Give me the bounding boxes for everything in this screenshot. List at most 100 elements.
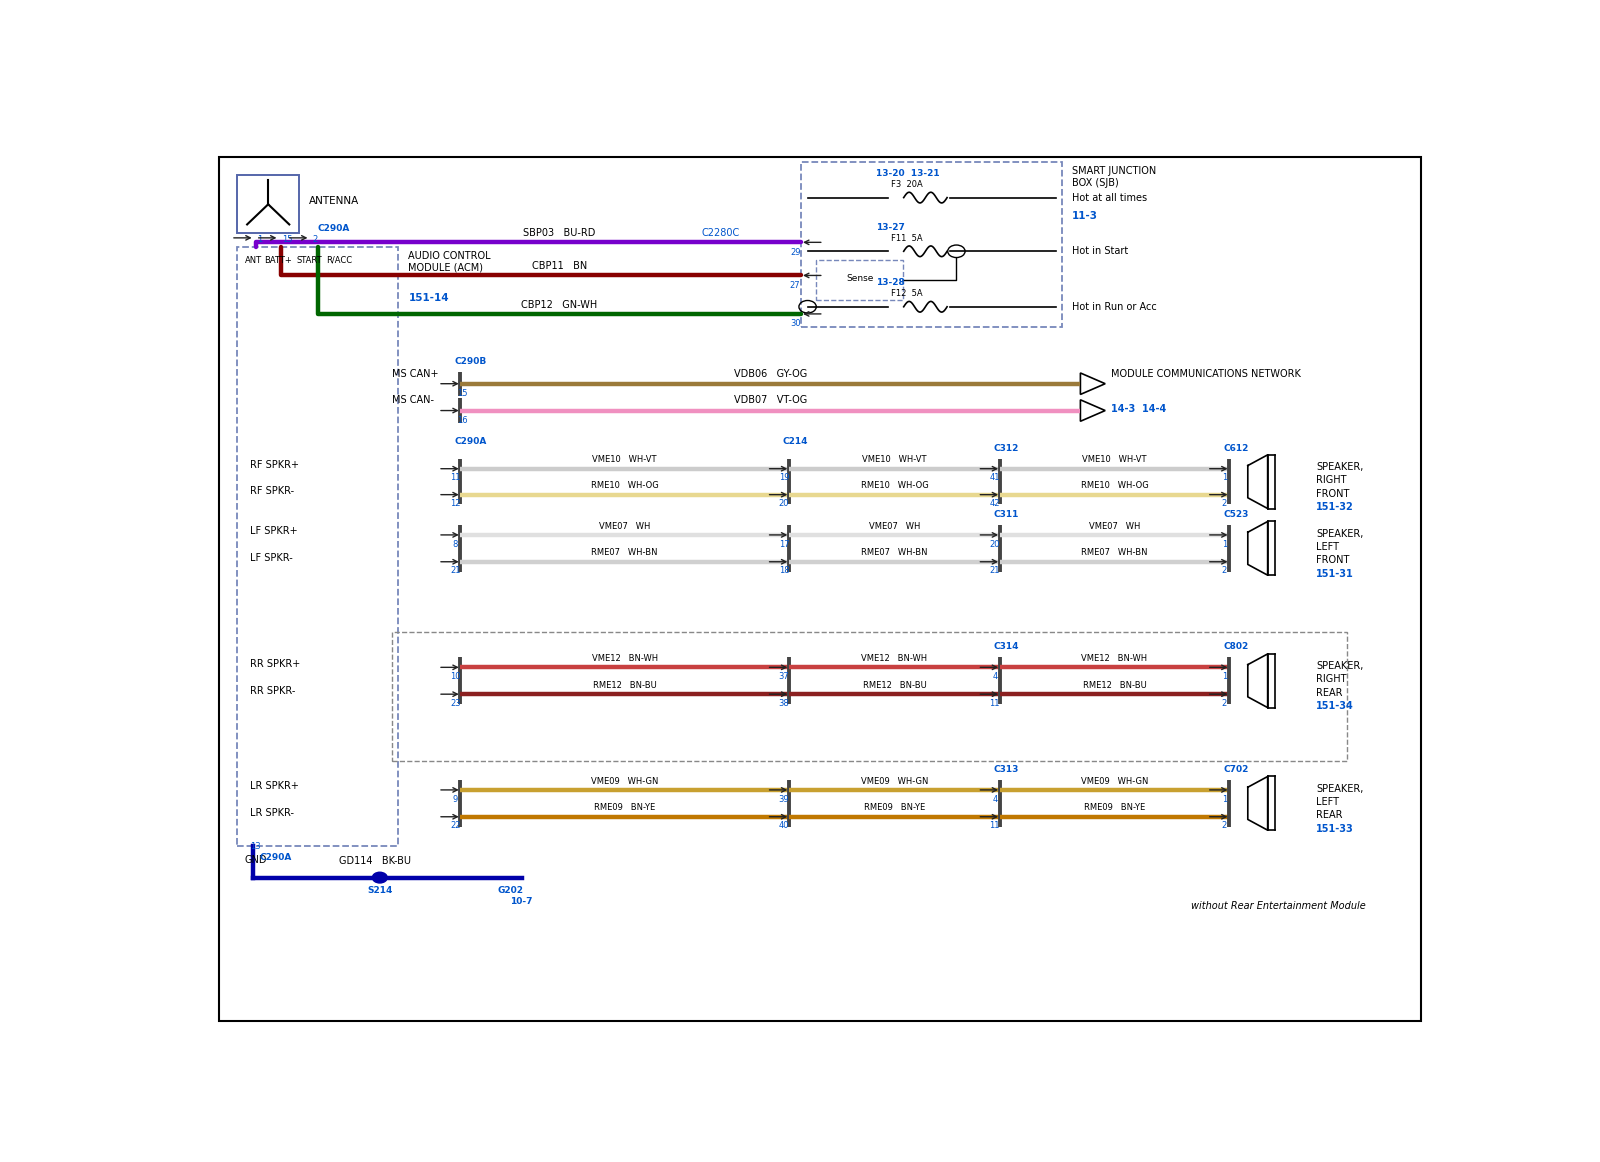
Text: C290A: C290A [318, 224, 350, 232]
Text: 11: 11 [989, 698, 1000, 708]
Text: without Rear Entertainment Module: without Rear Entertainment Module [1190, 901, 1365, 911]
Text: GD114   BK-BU: GD114 BK-BU [339, 856, 411, 866]
Text: 11: 11 [989, 822, 1000, 831]
Text: VME10   WH-VT: VME10 WH-VT [1082, 456, 1147, 465]
Text: F12  5A: F12 5A [891, 289, 922, 297]
Text: START: START [296, 256, 322, 265]
Text: 13: 13 [250, 842, 261, 851]
Text: 39: 39 [779, 795, 789, 804]
Text: VME12   BN-WH: VME12 BN-WH [592, 654, 658, 664]
Text: 15: 15 [282, 236, 293, 244]
Text: 1: 1 [1222, 795, 1227, 804]
Text: 10: 10 [450, 672, 461, 681]
Text: 16: 16 [456, 416, 467, 425]
Text: 38: 38 [779, 698, 789, 708]
Text: 1: 1 [1222, 539, 1227, 548]
Text: SPEAKER,: SPEAKER, [1315, 529, 1363, 539]
Text: 15: 15 [456, 389, 467, 399]
Text: MS CAN-: MS CAN- [392, 395, 434, 406]
Text: ANT: ANT [245, 256, 262, 265]
Text: VME09   WH-GN: VME09 WH-GN [861, 776, 928, 786]
Text: SPEAKER,: SPEAKER, [1315, 661, 1363, 672]
Text: C311: C311 [994, 510, 1019, 519]
Text: GND: GND [245, 855, 267, 865]
Text: Hot in Start: Hot in Start [1072, 246, 1128, 257]
Text: RIGHT: RIGHT [1315, 674, 1347, 684]
Text: 10-7: 10-7 [510, 897, 533, 906]
Text: 2: 2 [1222, 566, 1227, 575]
Text: C313: C313 [994, 765, 1019, 774]
Text: C612: C612 [1222, 444, 1248, 453]
Text: 1: 1 [1222, 473, 1227, 482]
Text: LEFT: LEFT [1315, 541, 1339, 552]
Text: 4: 4 [992, 672, 997, 681]
Text: 14-3  14-4: 14-3 14-4 [1112, 404, 1166, 415]
Text: F11  5A: F11 5A [891, 234, 922, 243]
Text: REAR: REAR [1315, 811, 1342, 820]
Text: MS CAN+: MS CAN+ [392, 368, 438, 379]
Text: C2280C: C2280C [701, 228, 739, 238]
Text: 21: 21 [450, 566, 461, 575]
Text: C290B: C290B [454, 357, 486, 366]
Text: 2: 2 [314, 236, 318, 244]
Text: 1: 1 [1222, 672, 1227, 681]
Text: 13-20  13-21: 13-20 13-21 [875, 170, 939, 178]
Text: RME09   BN-YE: RME09 BN-YE [864, 803, 925, 812]
Text: CBP11   BN: CBP11 BN [531, 261, 587, 271]
Text: RME10   WH-OG: RME10 WH-OG [590, 481, 659, 490]
Text: 2: 2 [1222, 500, 1227, 508]
Text: LR SPKR+: LR SPKR+ [250, 781, 299, 791]
Bar [802, 162, 1062, 328]
Text: REAR: REAR [1315, 688, 1342, 698]
Text: Sense: Sense [846, 274, 874, 282]
Text: 11: 11 [450, 473, 461, 482]
Text: 151-33: 151-33 [1315, 824, 1354, 834]
Text: LR SPKR-: LR SPKR- [250, 809, 294, 818]
Text: Hot in Run or Acc: Hot in Run or Acc [1072, 302, 1157, 311]
Text: CBP12   GN-WH: CBP12 GN-WH [522, 300, 598, 309]
Text: VME12   BN-WH: VME12 BN-WH [1082, 654, 1147, 664]
Text: SBP03   BU-RD: SBP03 BU-RD [523, 228, 595, 238]
Text: LEFT: LEFT [1315, 797, 1339, 808]
Text: 42: 42 [989, 500, 1000, 508]
Text: SMART JUNCTION
BOX (SJB): SMART JUNCTION BOX (SJB) [1072, 166, 1155, 188]
Text: LF SPKR-: LF SPKR- [250, 553, 293, 564]
Text: 40: 40 [779, 822, 789, 831]
Text: VME12   BN-WH: VME12 BN-WH [861, 654, 928, 664]
Text: RME09   BN-YE: RME09 BN-YE [594, 803, 656, 812]
Text: RR SPKR+: RR SPKR+ [250, 659, 299, 669]
Text: VDB06   GY-OG: VDB06 GY-OG [734, 368, 806, 379]
Text: VME07   WH: VME07 WH [598, 522, 650, 531]
Text: 11-3: 11-3 [1072, 211, 1098, 221]
Text: VME07   WH: VME07 WH [1090, 522, 1141, 531]
Text: C290A: C290A [454, 437, 486, 446]
Text: 41: 41 [989, 473, 1000, 482]
Text: 37: 37 [779, 672, 789, 681]
Text: RIGHT: RIGHT [1315, 475, 1347, 486]
Text: 9: 9 [453, 795, 458, 804]
Text: VME07   WH: VME07 WH [869, 522, 920, 531]
Bar [816, 260, 902, 301]
Text: 18: 18 [779, 566, 789, 575]
Text: 8: 8 [453, 539, 458, 548]
Text: 151-34: 151-34 [1315, 702, 1354, 711]
Text: G202: G202 [498, 885, 523, 895]
Text: RR SPKR-: RR SPKR- [250, 686, 294, 696]
Text: R/ACC: R/ACC [326, 256, 352, 265]
Text: RME12   BN-BU: RME12 BN-BU [594, 681, 656, 690]
Text: 151-14: 151-14 [408, 293, 450, 303]
Text: C314: C314 [994, 643, 1019, 652]
Text: 23: 23 [450, 698, 461, 708]
Text: 29: 29 [790, 248, 800, 257]
Text: 151-31: 151-31 [1315, 569, 1354, 579]
Circle shape [373, 873, 387, 883]
Text: RME07   WH-BN: RME07 WH-BN [592, 548, 658, 558]
Text: AUDIO CONTROL
MODULE (ACM): AUDIO CONTROL MODULE (ACM) [408, 251, 491, 273]
Text: MODULE COMMUNICATIONS NETWORK: MODULE COMMUNICATIONS NETWORK [1112, 368, 1301, 379]
Text: FRONT: FRONT [1315, 489, 1349, 498]
Text: 19: 19 [779, 473, 789, 482]
Text: VME09   WH-GN: VME09 WH-GN [1082, 776, 1149, 786]
Text: 17: 17 [779, 539, 789, 548]
Text: 4: 4 [992, 795, 997, 804]
Bar [237, 246, 398, 846]
